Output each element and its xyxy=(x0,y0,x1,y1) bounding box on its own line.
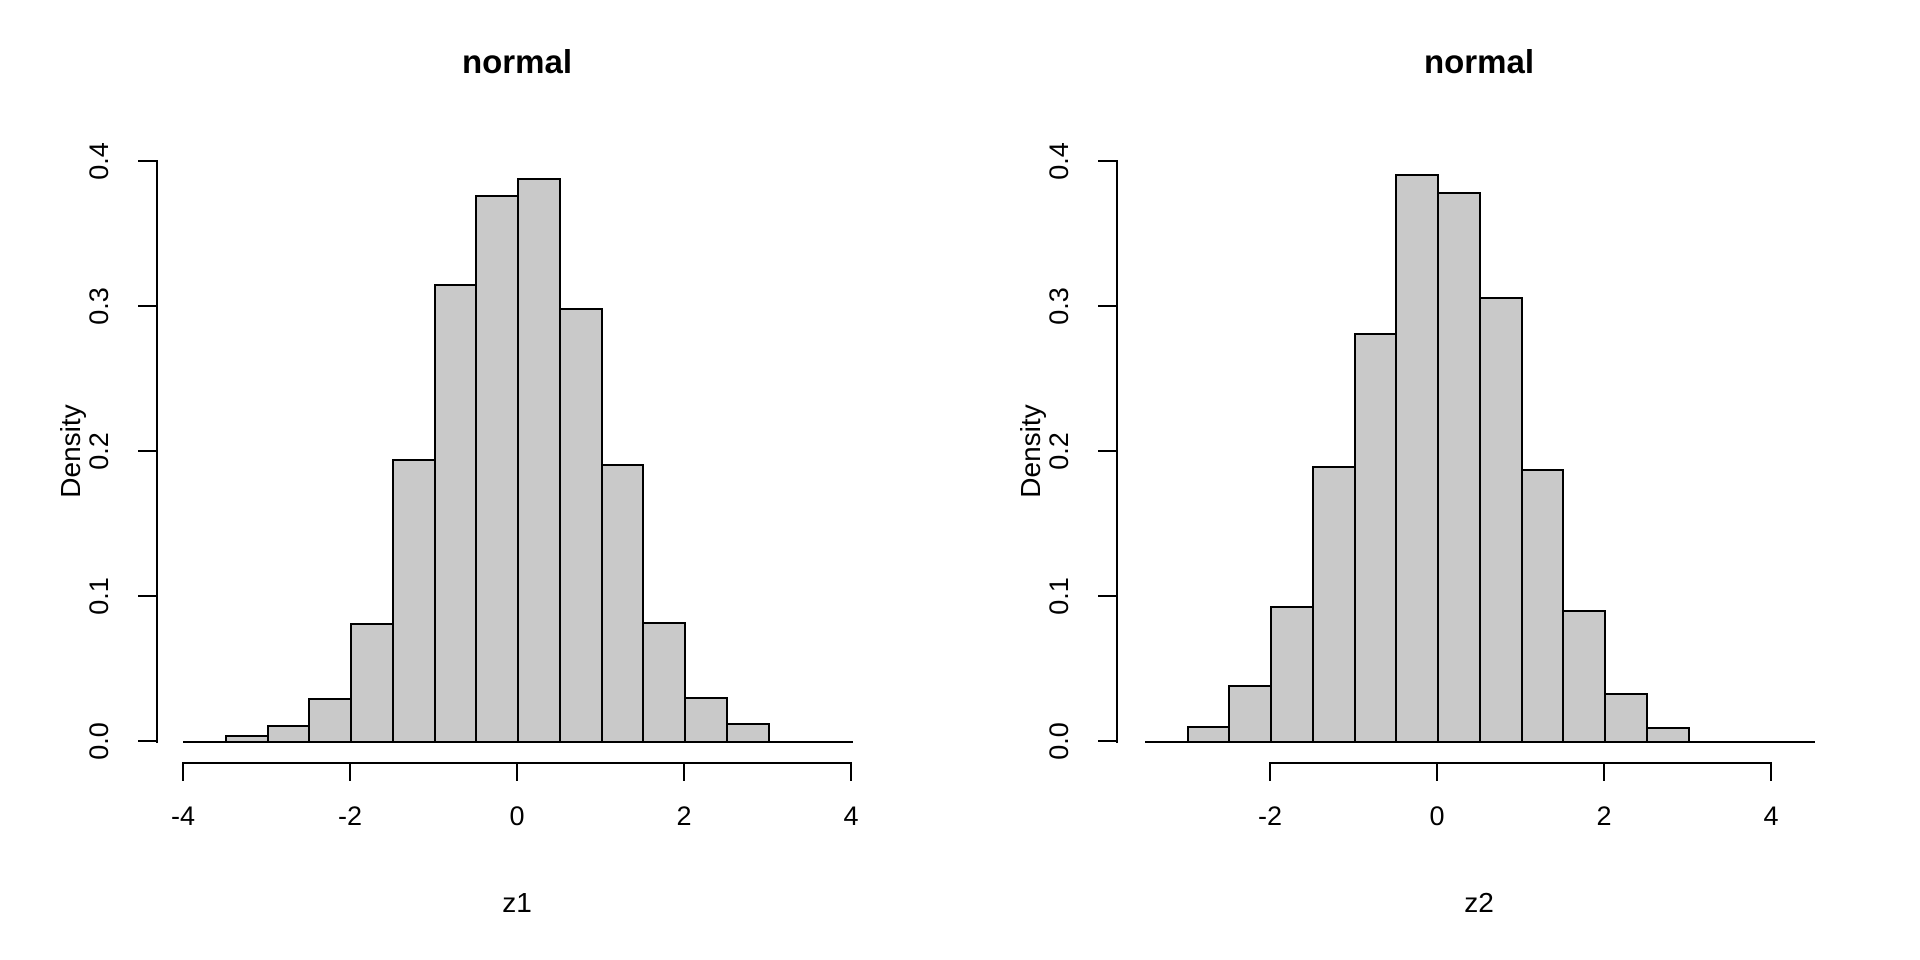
x-tick-label: 2 xyxy=(1596,801,1612,831)
y-tick xyxy=(138,595,157,597)
histogram-bar xyxy=(1771,741,1815,743)
histogram-bar xyxy=(391,459,436,743)
x-tick-label: 4 xyxy=(843,801,859,831)
y-tick xyxy=(1098,740,1117,742)
panel-title: normal xyxy=(461,43,573,80)
y-axis-title: Density xyxy=(1015,404,1046,498)
y-tick xyxy=(1098,305,1117,307)
x-tick-label: -2 xyxy=(337,801,362,831)
y-tick-label: 0.2 xyxy=(1044,432,1074,470)
y-axis-line xyxy=(1116,160,1118,743)
y-tick xyxy=(1098,450,1117,452)
x-tick-label: 0 xyxy=(509,801,525,831)
histogram-bar xyxy=(1437,192,1481,743)
x-tick-label: -2 xyxy=(1257,801,1282,831)
y-tick-label: 0.4 xyxy=(1044,142,1074,180)
y-tick-label: 0.4 xyxy=(84,142,114,180)
histogram-bar xyxy=(642,621,686,743)
histogram-bar xyxy=(809,741,853,743)
y-tick-label: 0.0 xyxy=(84,722,114,760)
histogram-bar xyxy=(517,177,561,743)
x-tick xyxy=(349,762,351,781)
x-tick-label: 2 xyxy=(676,801,692,831)
x-tick-label: 4 xyxy=(1763,801,1779,831)
histogram-bar xyxy=(1228,685,1272,743)
x-tick xyxy=(1770,762,1772,781)
histogram-bar xyxy=(600,463,645,743)
x-axis-line xyxy=(1269,762,1772,764)
x-tick xyxy=(1436,762,1438,781)
histogram-bar xyxy=(308,698,352,743)
y-tick-label: 0.0 xyxy=(1044,722,1074,760)
histogram-bar xyxy=(1395,173,1439,743)
histogram-bar xyxy=(350,623,394,743)
y-tick xyxy=(138,160,157,162)
histogram-bar xyxy=(1562,609,1606,743)
histogram-bar xyxy=(475,195,519,743)
histogram-bar xyxy=(1645,727,1690,743)
y-tick-label: 0.2 xyxy=(84,432,114,470)
x-tick-label: -4 xyxy=(170,801,195,831)
x-axis-title: z1 xyxy=(502,887,532,918)
histogram-bar xyxy=(433,283,478,743)
histogram-bar xyxy=(1353,333,1398,743)
x-tick xyxy=(1603,762,1605,781)
x-tick xyxy=(1269,762,1271,781)
histogram-bar xyxy=(183,741,227,743)
x-tick xyxy=(683,762,685,781)
x-tick xyxy=(850,762,852,781)
histogram-bar xyxy=(1311,466,1356,743)
histogram-bar xyxy=(558,308,603,743)
y-tick-label: 0.3 xyxy=(1044,287,1074,325)
histogram-bar xyxy=(1270,605,1314,743)
histogram-bar xyxy=(684,696,728,743)
histogram-bar xyxy=(1144,741,1189,743)
histogram-bar xyxy=(1478,296,1523,743)
x-tick xyxy=(182,762,184,781)
panel-title: normal xyxy=(1423,43,1535,80)
histogram-bar xyxy=(725,723,770,743)
y-tick xyxy=(1098,160,1117,162)
histogram-bar xyxy=(767,741,812,743)
y-tick xyxy=(138,305,157,307)
histogram-bar xyxy=(224,734,269,743)
y-tick-label: 0.1 xyxy=(84,577,114,615)
histogram-bar xyxy=(266,724,311,743)
y-axis-line xyxy=(156,160,158,743)
histogram-bar xyxy=(1729,741,1773,743)
x-tick-label: 0 xyxy=(1429,801,1445,831)
x-tick xyxy=(516,762,518,781)
y-tick xyxy=(1098,595,1117,597)
x-axis-title: z2 xyxy=(1464,887,1494,918)
y-tick-label: 0.1 xyxy=(1044,577,1074,615)
y-axis-title: Density xyxy=(55,404,86,498)
y-tick-label: 0.3 xyxy=(84,287,114,325)
y-tick xyxy=(138,450,157,452)
histogram-bar xyxy=(1520,469,1565,743)
histogram-bar xyxy=(1687,741,1732,743)
histogram-bar xyxy=(1604,692,1648,743)
y-tick xyxy=(138,740,157,742)
histogram-bar xyxy=(1186,725,1231,743)
